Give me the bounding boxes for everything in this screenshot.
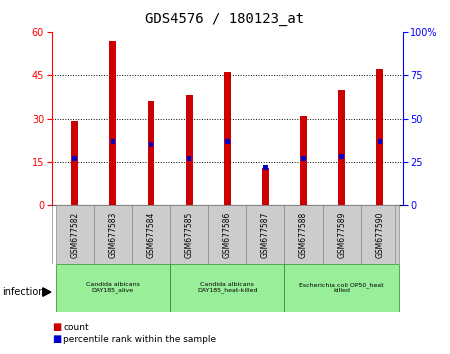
Bar	[224, 72, 231, 205]
Text: Candida albicans
DAY185_alive: Candida albicans DAY185_alive	[86, 282, 140, 293]
Text: GSM677583: GSM677583	[108, 211, 117, 258]
Bar	[186, 96, 193, 205]
Text: GSM677587: GSM677587	[261, 211, 270, 258]
Bar	[378, 138, 382, 144]
Bar	[170, 264, 284, 312]
Bar	[109, 41, 116, 205]
Text: infection: infection	[2, 287, 45, 297]
Text: GDS4576 / 180123_at: GDS4576 / 180123_at	[145, 12, 305, 27]
Bar	[339, 154, 344, 159]
Text: GSM677586: GSM677586	[223, 211, 232, 258]
Bar	[377, 69, 383, 205]
Bar	[187, 156, 191, 161]
Bar	[111, 138, 115, 144]
Bar	[132, 205, 170, 264]
Text: Escherichia coli OP50_heat
killed: Escherichia coli OP50_heat killed	[299, 282, 384, 293]
Bar	[262, 168, 269, 205]
Text: GSM677590: GSM677590	[375, 211, 384, 258]
Bar	[55, 205, 94, 264]
Bar	[338, 90, 345, 205]
Bar	[246, 205, 284, 264]
Text: percentile rank within the sample: percentile rank within the sample	[63, 335, 216, 344]
Text: GSM677584: GSM677584	[146, 211, 155, 258]
Bar	[170, 205, 208, 264]
Bar	[284, 205, 323, 264]
Text: count: count	[63, 323, 89, 332]
Bar	[301, 156, 306, 161]
Bar	[300, 116, 307, 205]
Bar	[284, 264, 399, 312]
Text: Candida albicans
DAY185_heat-killed: Candida albicans DAY185_heat-killed	[197, 282, 257, 293]
Text: GSM677589: GSM677589	[337, 211, 346, 258]
Bar	[148, 101, 154, 205]
Text: GSM677585: GSM677585	[184, 211, 194, 258]
Bar	[263, 165, 268, 170]
Bar	[208, 205, 246, 264]
Bar	[71, 121, 78, 205]
Bar	[55, 264, 170, 312]
Bar	[225, 138, 230, 144]
Bar	[148, 142, 153, 147]
Bar	[323, 205, 361, 264]
Bar	[94, 205, 132, 264]
Text: GSM677582: GSM677582	[70, 211, 79, 258]
Bar	[72, 156, 77, 161]
Text: ■: ■	[52, 334, 61, 344]
Text: ■: ■	[52, 322, 61, 332]
Text: GSM677588: GSM677588	[299, 211, 308, 258]
Polygon shape	[43, 288, 51, 296]
Bar	[361, 205, 399, 264]
